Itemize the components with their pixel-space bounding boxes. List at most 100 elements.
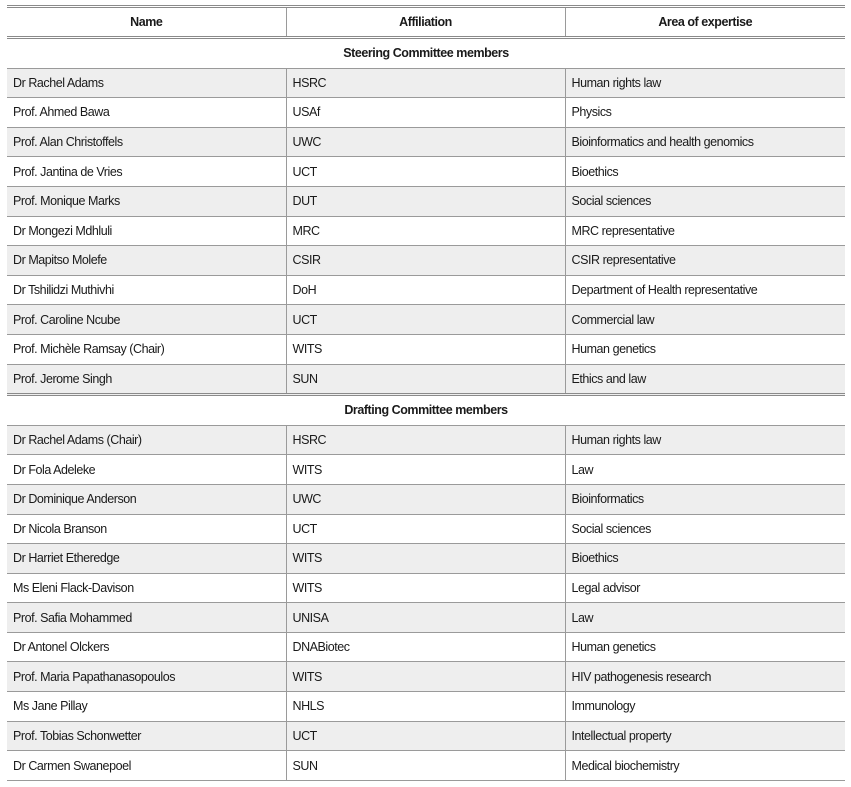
cell-expertise: Law (564, 602, 845, 633)
cell-name: Dr Mapitso Molefe (7, 245, 286, 276)
table-row: Dr Mapitso Molefe CSIR CSIR representative (7, 245, 845, 276)
cell-affiliation: CSIR (285, 245, 565, 276)
cell-affiliation: USAf (285, 97, 565, 128)
cell-name: Dr Fola Adeleke (7, 454, 286, 485)
cell-name: Dr Rachel Adams (7, 68, 286, 99)
cell-affiliation: WITS (285, 661, 565, 693)
table-row: Dr Harriet Etheredge WITS Bioethics (7, 543, 845, 574)
cell-affiliation: WITS (285, 573, 565, 604)
cell-expertise: Bioinformatics and health genomics (564, 127, 845, 158)
cell-expertise: Social sciences (564, 186, 845, 217)
cell-affiliation: HSRC (285, 68, 565, 99)
cell-expertise: Commercial law (564, 304, 845, 335)
cell-expertise: Ethics and law (564, 364, 845, 396)
table-row: Dr Carmen Swanepoel SUN Medical biochemist… (7, 750, 845, 781)
cell-name: Prof. Jantina de Vries (7, 156, 286, 187)
table-row: Dr Dominique Anderson UWC Bioinformatics (7, 484, 845, 515)
table-row: Prof. Jerome Singh SUN Ethics and law (7, 364, 845, 396)
table-row: Dr Mongezi Mdhluli MRC MRC representative (7, 216, 845, 247)
cell-name: Prof. Jerome Singh (7, 364, 286, 396)
cell-name: Prof. Maria Papathanasopoulos (7, 661, 286, 693)
cell-name: Prof. Tobias Schonwetter (7, 721, 286, 752)
table-row: Dr Nicola Branson UCT Social sciences (7, 514, 845, 545)
cell-expertise: Law (564, 454, 845, 485)
table-row: Dr Fola Adeleke WITS Law (7, 454, 845, 485)
cell-expertise: Legal advisor (564, 573, 845, 604)
cell-affiliation: UCT (285, 304, 565, 335)
cell-name: Dr Rachel Adams (Chair) (7, 425, 286, 456)
header-expertise: Area of expertise (564, 5, 845, 39)
table-row: Prof. Tobias Schonwetter UCT Intellectual … (7, 721, 845, 752)
table-row: Prof. Maria Papathanasopoulos WITS HIV pat… (7, 661, 845, 693)
cell-name: Dr Nicola Branson (7, 514, 286, 545)
table-row: Prof. Alan Christoffels UWC Bioinformatics… (7, 127, 845, 158)
cell-expertise: MRC representative (564, 216, 845, 247)
cell-name: Dr Tshilidzi Muthivhi (7, 275, 286, 306)
cell-affiliation: WITS (285, 454, 565, 485)
cell-name: Prof. Michèle Ramsay (Chair) (7, 334, 286, 365)
cell-name: Dr Carmen Swanepoel (7, 750, 286, 781)
cell-affiliation: DNABiotec (285, 632, 565, 663)
table-row: Ms Jane Pillay NHLS Immunology (7, 691, 845, 722)
cell-name: Ms Jane Pillay (7, 691, 286, 722)
cell-expertise: Human rights law (564, 425, 845, 456)
cell-affiliation: UWC (285, 484, 565, 515)
header-row: Name Affiliation Area of expertise (7, 5, 845, 39)
cell-affiliation: MRC (285, 216, 565, 247)
cell-expertise: Intellectual property (564, 721, 845, 752)
cell-expertise: CSIR representative (564, 245, 845, 276)
cell-affiliation: HSRC (285, 425, 565, 456)
cell-affiliation: NHLS (285, 691, 565, 722)
table-row: Dr Rachel Adams HSRC Human rights law (7, 68, 845, 99)
cell-affiliation: SUN (285, 750, 565, 781)
table-row: Prof. Michèle Ramsay (Chair) WITS Human ge… (7, 334, 845, 365)
cell-name: Dr Harriet Etheredge (7, 543, 286, 574)
cell-name: Prof. Safia Mohammed (7, 602, 286, 633)
cell-name: Prof. Ahmed Bawa (7, 97, 286, 128)
table-row: Prof. Safia Mohammed UNISA Law (7, 602, 845, 633)
cell-name: Ms Eleni Flack-Davison (7, 573, 286, 604)
cell-expertise: Immunology (564, 691, 845, 722)
cell-affiliation: WITS (285, 334, 565, 365)
section-header-row: Drafting Committee members (7, 393, 845, 426)
cell-expertise: Bioethics (564, 156, 845, 187)
section-title: Drafting Committee members (7, 393, 845, 426)
section-header-row: Steering Committee members (7, 37, 845, 69)
cell-affiliation: UCT (285, 514, 565, 545)
cell-affiliation: UWC (285, 127, 565, 158)
cell-expertise: Human rights law (564, 68, 845, 99)
table-row: Dr Rachel Adams (Chair) HSRC Human rights … (7, 425, 845, 456)
cell-name: Dr Mongezi Mdhluli (7, 216, 286, 247)
table-row: Dr Tshilidzi Muthivhi DoH Department of He… (7, 275, 845, 306)
cell-affiliation: UCT (285, 721, 565, 752)
header-affiliation: Affiliation (285, 5, 565, 39)
cell-expertise: Physics (564, 97, 845, 128)
header-name: Name (7, 5, 286, 39)
cell-name: Prof. Caroline Ncube (7, 304, 286, 335)
section-title: Steering Committee members (7, 37, 845, 69)
cell-expertise: HIV pathogenesis research (564, 661, 845, 693)
cell-expertise: Human genetics (564, 632, 845, 663)
table-row: Prof. Jantina de Vries UCT Bioethics (7, 156, 845, 187)
cell-expertise: Bioinformatics (564, 484, 845, 515)
table-row: Prof. Caroline Ncube UCT Commercial law (7, 304, 845, 335)
cell-expertise: Bioethics (564, 543, 845, 574)
cell-name: Dr Dominique Anderson (7, 484, 286, 515)
cell-name: Prof. Alan Christoffels (7, 127, 286, 158)
cell-affiliation: UCT (285, 156, 565, 187)
cell-expertise: Department of Health representative (564, 275, 845, 306)
table-row: Ms Eleni Flack-Davison WITS Legal advisor (7, 573, 845, 604)
cell-name: Prof. Monique Marks (7, 186, 286, 217)
cell-name: Dr Antonel Olckers (7, 632, 286, 663)
cell-affiliation: DUT (285, 186, 565, 217)
table-row: Prof. Ahmed Bawa USAf Physics (7, 97, 845, 128)
cell-affiliation: UNISA (285, 602, 565, 633)
cell-affiliation: SUN (285, 364, 565, 396)
cell-expertise: Social sciences (564, 514, 845, 545)
table-row: Prof. Monique Marks DUT Social sciences (7, 186, 845, 217)
cell-expertise: Human genetics (564, 334, 845, 365)
cell-expertise: Medical biochemistry (564, 750, 845, 781)
committee-members-table: Name Affiliation Area of expertise Steer… (7, 5, 845, 781)
cell-affiliation: DoH (285, 275, 565, 306)
table-row: Dr Antonel Olckers DNABiotec Human genetic… (7, 632, 845, 663)
